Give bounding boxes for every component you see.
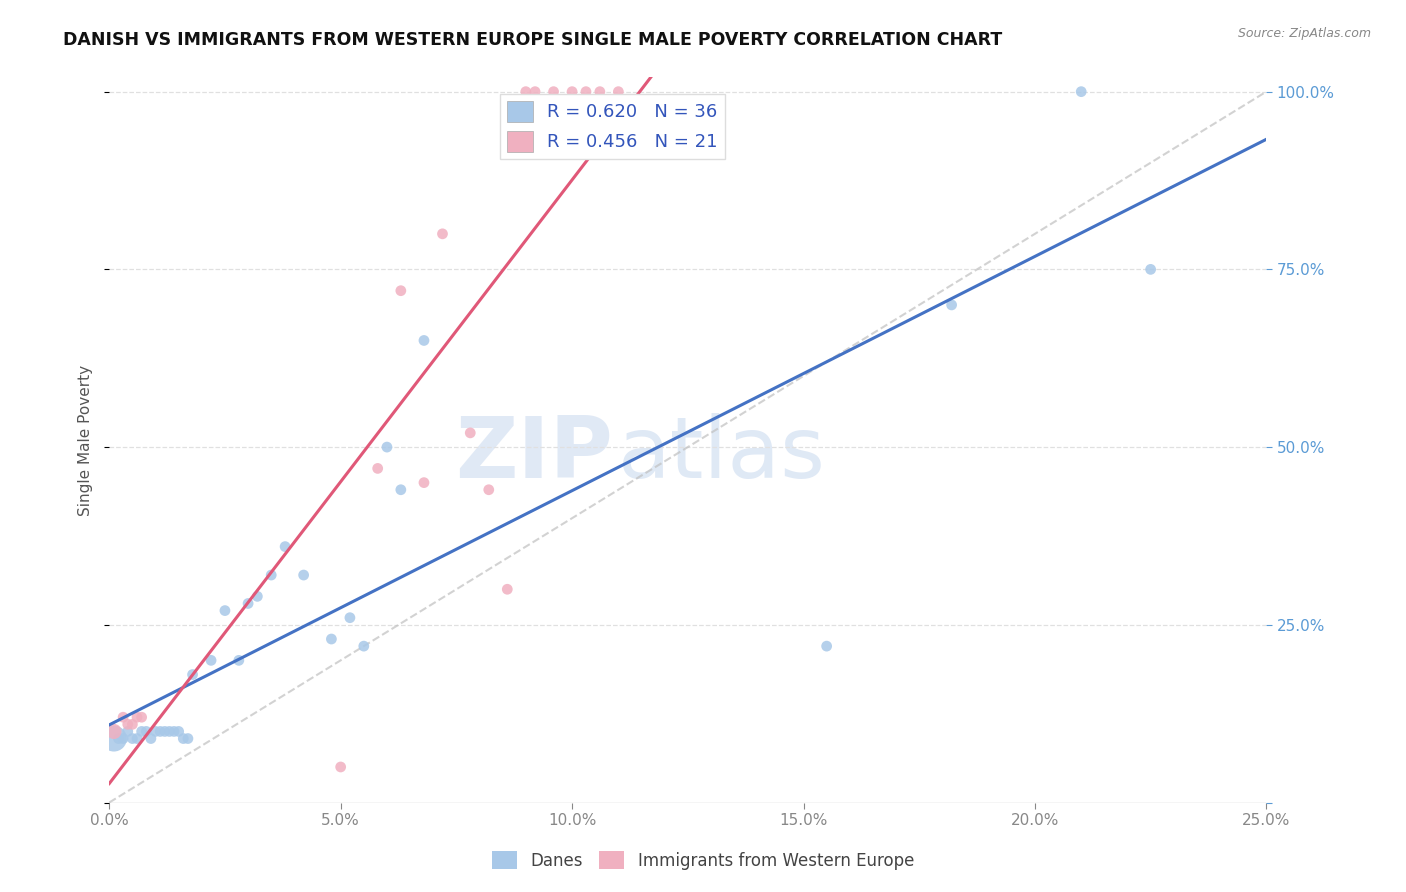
Point [561, 85, 583, 99]
Point [153, 724, 176, 739]
Legend: R = 0.620   N = 36, R = 0.456   N = 21: R = 0.620 N = 36, R = 0.456 N = 21 [501, 94, 724, 159]
Text: DANISH VS IMMIGRANTS FROM WESTERN EUROPE SINGLE MALE POVERTY CORRELATION CHART: DANISH VS IMMIGRANTS FROM WESTERN EUROPE… [63, 31, 1002, 49]
Point [121, 717, 143, 731]
Point [607, 85, 630, 99]
Point [121, 731, 143, 746]
Point [172, 731, 194, 746]
Point [1070, 85, 1092, 99]
Point [1139, 262, 1161, 277]
Point [112, 710, 135, 724]
Point [260, 568, 283, 582]
Point [339, 610, 361, 624]
Point [941, 298, 963, 312]
Point [131, 724, 153, 739]
Text: Source: ZipAtlas.com: Source: ZipAtlas.com [1237, 27, 1371, 40]
Point [117, 724, 139, 739]
Point [149, 724, 172, 739]
Point [163, 724, 186, 739]
Point [413, 475, 436, 490]
Point [292, 568, 315, 582]
Point [375, 440, 398, 454]
Point [543, 85, 565, 99]
Point [103, 731, 125, 746]
Point [125, 731, 148, 746]
Point [274, 540, 297, 554]
Point [131, 710, 153, 724]
Point [321, 632, 343, 646]
Point [112, 731, 135, 746]
Point [139, 731, 162, 746]
Point [353, 639, 375, 653]
Point [200, 653, 222, 667]
Text: atlas: atlas [619, 413, 827, 496]
Point [524, 85, 547, 99]
Point [181, 667, 204, 681]
Point [236, 597, 259, 611]
Point [214, 604, 236, 618]
Point [575, 85, 598, 99]
Point [329, 760, 352, 774]
Y-axis label: Single Male Poverty: Single Male Poverty [79, 365, 93, 516]
Point [515, 85, 537, 99]
Text: ZIP: ZIP [454, 413, 613, 496]
Point [815, 639, 838, 653]
Point [367, 461, 389, 475]
Legend: Danes, Immigrants from Western Europe: Danes, Immigrants from Western Europe [485, 845, 921, 877]
Point [389, 483, 412, 497]
Point [228, 653, 250, 667]
Point [389, 284, 412, 298]
Point [157, 724, 180, 739]
Point [167, 724, 190, 739]
Point [413, 334, 436, 348]
Point [103, 724, 125, 739]
Point [478, 483, 501, 497]
Point [496, 582, 519, 597]
Point [135, 724, 157, 739]
Point [246, 590, 269, 604]
Point [458, 425, 481, 440]
Point [177, 731, 200, 746]
Point [432, 227, 454, 241]
Point [107, 731, 129, 746]
Point [145, 724, 167, 739]
Point [589, 85, 612, 99]
Point [125, 710, 148, 724]
Point [117, 717, 139, 731]
